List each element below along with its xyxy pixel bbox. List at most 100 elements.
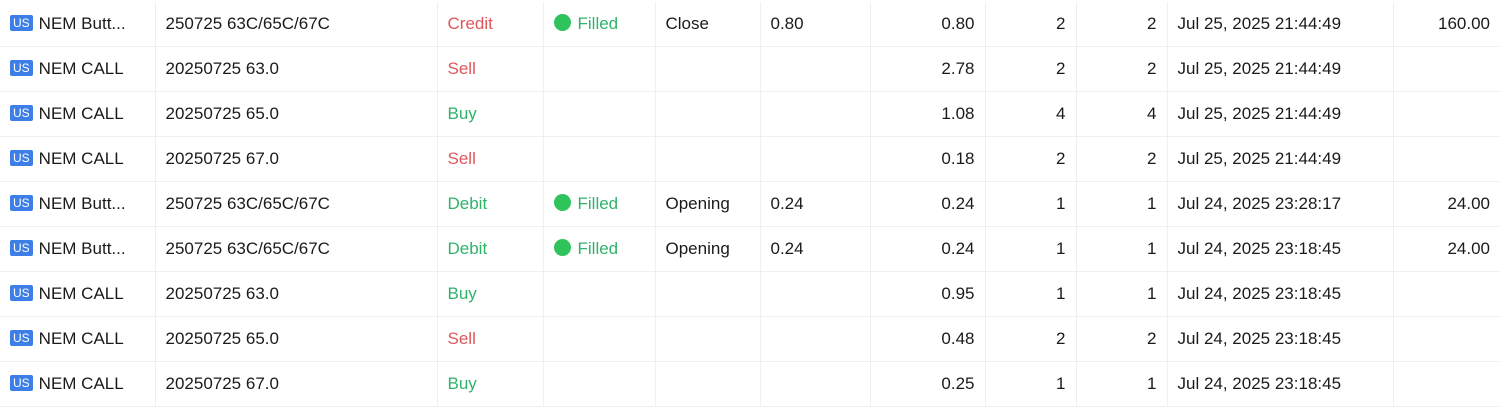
- amount-cell: [1393, 361, 1500, 407]
- filled-qty-cell: 1: [1076, 181, 1168, 227]
- table-row[interactable]: US NEM Butt... 250725 63C/65C/67C Debit F…: [0, 181, 1500, 227]
- time-cell: Jul 25, 2025 21:44:49: [1167, 46, 1394, 92]
- filled-qty-cell: 1: [1076, 361, 1168, 407]
- fill-price-cell: 1.08: [870, 91, 986, 137]
- table-row[interactable]: US NEM CALL 20250725 63.0 Buy 0.95 1 1 Ju…: [0, 271, 1500, 317]
- filled-qty-cell: 2: [1076, 136, 1168, 182]
- table-row[interactable]: US NEM CALL 20250725 65.0 Buy 1.08 4 4 Ju…: [0, 91, 1500, 137]
- symbol-cell[interactable]: US NEM CALL: [0, 136, 156, 182]
- symbol-cell[interactable]: US NEM Butt...: [0, 181, 156, 227]
- fill-price-cell: 2.78: [870, 46, 986, 92]
- fill-price-cell: 0.24: [870, 226, 986, 272]
- table-row[interactable]: US NEM CALL 20250725 63.0 Sell 2.78 2 2 J…: [0, 46, 1500, 92]
- fill-price-cell: 0.25: [870, 361, 986, 407]
- order-price-cell: 0.24: [760, 181, 871, 227]
- time-cell: Jul 24, 2025 23:18:45: [1167, 226, 1394, 272]
- amount-cell: [1393, 316, 1500, 362]
- position-cell: Opening: [655, 181, 761, 227]
- table-row[interactable]: US NEM CALL 20250725 65.0 Sell 0.48 2 2 J…: [0, 316, 1500, 362]
- side-cell: Sell: [437, 316, 544, 362]
- fill-price-cell: 0.18: [870, 136, 986, 182]
- fill-price-cell: 0.95: [870, 271, 986, 317]
- qty-cell: 2: [985, 316, 1077, 362]
- status-cell: Filled: [543, 181, 656, 227]
- table-row[interactable]: US NEM CALL 20250725 67.0 Buy 0.25 1 1 Ju…: [0, 361, 1500, 407]
- filled-status-icon: [553, 239, 571, 256]
- orders-table: US NEM Butt... 250725 63C/65C/67C Credit …: [0, 2, 1500, 407]
- amount-cell: [1393, 46, 1500, 92]
- status-cell: [543, 316, 656, 362]
- fill-price-cell: 0.80: [870, 2, 986, 47]
- filled-qty-cell: 4: [1076, 91, 1168, 137]
- table-row[interactable]: US NEM Butt... 250725 63C/65C/67C Credit …: [0, 2, 1500, 47]
- status-cell: [543, 361, 656, 407]
- symbol: NEM CALL: [38, 374, 124, 393]
- contract-cell: 20250725 63.0: [155, 46, 438, 92]
- side-cell: Sell: [437, 46, 544, 92]
- qty-cell: 1: [985, 361, 1077, 407]
- status-text: Filled: [577, 239, 619, 258]
- table-row[interactable]: US NEM CALL 20250725 67.0 Sell 0.18 2 2 J…: [0, 136, 1500, 182]
- order-price-cell: 0.80: [760, 2, 871, 47]
- filled-status-icon: [553, 194, 571, 211]
- order-price-cell: [760, 46, 871, 92]
- fill-price-cell: 0.24: [870, 181, 986, 227]
- position-cell: [655, 361, 761, 407]
- market-badge: US: [10, 375, 33, 391]
- status-cell: [543, 46, 656, 92]
- order-price-cell: [760, 271, 871, 317]
- symbol: NEM CALL: [38, 284, 124, 303]
- order-price-cell: [760, 91, 871, 137]
- contract-cell: 250725 63C/65C/67C: [155, 226, 438, 272]
- filled-qty-cell: 2: [1076, 316, 1168, 362]
- time-cell: Jul 25, 2025 21:44:49: [1167, 136, 1394, 182]
- contract-cell: 20250725 67.0: [155, 136, 438, 182]
- time-cell: Jul 25, 2025 21:44:49: [1167, 2, 1394, 47]
- market-badge: US: [10, 195, 33, 211]
- table-row[interactable]: US NEM Butt... 250725 63C/65C/67C Debit F…: [0, 226, 1500, 272]
- filled-qty-cell: 1: [1076, 271, 1168, 317]
- symbol: NEM Butt...: [38, 194, 126, 213]
- market-badge: US: [10, 150, 33, 166]
- symbol-cell[interactable]: US NEM CALL: [0, 91, 156, 137]
- time-cell: Jul 24, 2025 23:18:45: [1167, 316, 1394, 362]
- symbol-cell[interactable]: US NEM CALL: [0, 46, 156, 92]
- status-cell: [543, 91, 656, 137]
- time-cell: Jul 24, 2025 23:18:45: [1167, 361, 1394, 407]
- amount-cell: 24.00: [1393, 181, 1500, 227]
- symbol: NEM CALL: [38, 149, 124, 168]
- status-cell: Filled: [543, 2, 656, 47]
- qty-cell: 4: [985, 91, 1077, 137]
- position-cell: [655, 316, 761, 362]
- time-cell: Jul 24, 2025 23:28:17: [1167, 181, 1394, 227]
- qty-cell: 1: [985, 271, 1077, 317]
- qty-cell: 2: [985, 2, 1077, 47]
- status-cell: [543, 271, 656, 317]
- side-cell: Buy: [437, 271, 544, 317]
- symbol: NEM Butt...: [38, 239, 126, 258]
- side-cell: Credit: [437, 2, 544, 47]
- amount-cell: [1393, 91, 1500, 137]
- position-cell: [655, 91, 761, 137]
- symbol-cell[interactable]: US NEM Butt...: [0, 226, 156, 272]
- symbol: NEM Butt...: [38, 14, 126, 33]
- symbol-cell[interactable]: US NEM Butt...: [0, 2, 156, 47]
- order-price-cell: [760, 136, 871, 182]
- contract-cell: 250725 63C/65C/67C: [155, 181, 438, 227]
- time-cell: Jul 24, 2025 23:18:45: [1167, 271, 1394, 317]
- market-badge: US: [10, 15, 33, 31]
- symbol-cell[interactable]: US NEM CALL: [0, 271, 156, 317]
- symbol: NEM CALL: [38, 104, 124, 123]
- market-badge: US: [10, 285, 33, 301]
- contract-cell: 20250725 63.0: [155, 271, 438, 317]
- fill-price-cell: 0.48: [870, 316, 986, 362]
- amount-cell: 24.00: [1393, 226, 1500, 272]
- symbol-cell[interactable]: US NEM CALL: [0, 361, 156, 407]
- qty-cell: 2: [985, 136, 1077, 182]
- symbol-cell[interactable]: US NEM CALL: [0, 316, 156, 362]
- status-text: Filled: [577, 14, 619, 33]
- side-cell: Debit: [437, 226, 544, 272]
- status-cell: [543, 136, 656, 182]
- contract-cell: 20250725 65.0: [155, 316, 438, 362]
- side-cell: Buy: [437, 361, 544, 407]
